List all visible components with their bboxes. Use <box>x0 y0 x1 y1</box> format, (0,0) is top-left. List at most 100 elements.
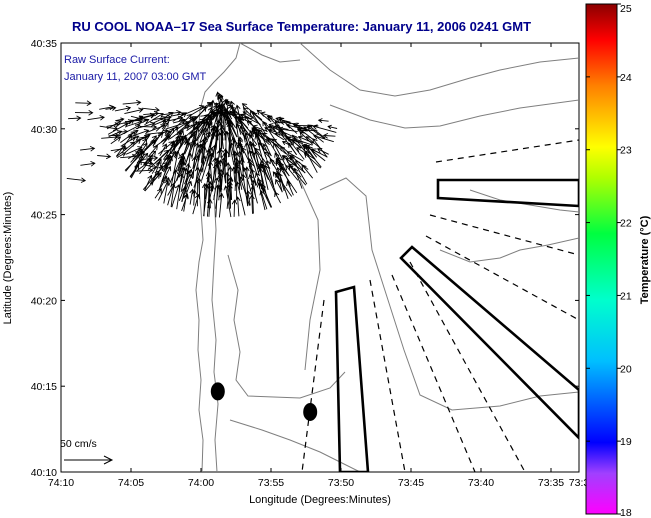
current-vector <box>235 181 246 216</box>
current-vector <box>154 188 162 199</box>
current-vector <box>264 164 278 196</box>
current-vector <box>247 149 258 176</box>
transect-line <box>409 261 526 472</box>
current-vector <box>144 164 158 170</box>
current-vector <box>219 129 226 150</box>
chart-title: RU COOL NOAA–17 Sea Surface Temperature:… <box>72 19 531 34</box>
current-vector <box>135 121 156 130</box>
current-vector <box>191 156 198 179</box>
transect-line <box>391 274 476 472</box>
current-vector <box>124 138 142 154</box>
transect-line <box>301 299 325 472</box>
x-axis-label: Longitude (Degrees:Minutes) <box>249 494 391 506</box>
current-vector <box>222 112 228 141</box>
contour-deep <box>469 189 579 213</box>
transect-lines <box>301 139 579 472</box>
current-vector <box>249 185 256 214</box>
current-vector <box>220 157 227 192</box>
contour-ridge <box>299 179 321 371</box>
current-vector <box>153 114 172 121</box>
current-vector <box>154 119 167 126</box>
current-vector <box>317 118 329 123</box>
current-vector <box>191 189 198 206</box>
current-vector <box>276 166 289 199</box>
colorbar-tick-label: 22 <box>620 218 632 230</box>
current-vector <box>301 164 314 179</box>
current-vector <box>140 160 154 167</box>
glider-boxes <box>334 178 579 472</box>
current-vector <box>192 193 201 215</box>
current-vector <box>297 135 314 144</box>
current-vector <box>162 109 182 116</box>
current-vector <box>125 119 143 128</box>
current-vector <box>268 125 278 134</box>
colorbar-label: Temperature (°C) <box>639 215 651 304</box>
y-tick-label: 40:15 <box>31 381 57 393</box>
current-vector <box>266 136 281 160</box>
current-vector <box>327 124 338 130</box>
annotation-current: Raw Surface Current: <box>64 54 170 66</box>
colorbar-tick-label: 25 <box>620 3 632 15</box>
current-vector <box>143 150 157 165</box>
current-vector <box>170 168 179 207</box>
current-vector <box>141 106 160 113</box>
current-vector <box>313 134 334 143</box>
current-vector <box>304 144 326 162</box>
colorbar-tick-label: 21 <box>620 290 632 302</box>
box-southeast <box>399 245 579 440</box>
current-vector <box>256 182 266 211</box>
current-vector <box>285 157 306 174</box>
current-vector <box>80 160 96 167</box>
current-vector <box>240 113 261 125</box>
current-vector <box>240 173 249 207</box>
current-vector <box>226 176 233 209</box>
current-vector <box>108 130 123 138</box>
current-vector <box>230 136 236 174</box>
current-vector <box>80 145 96 152</box>
current-vector <box>144 171 162 192</box>
current-vector <box>231 199 238 217</box>
colorbar-tick-label: 20 <box>620 363 632 375</box>
x-tick-label: 73:35 <box>538 477 564 489</box>
current-vector <box>124 150 146 171</box>
current-vector <box>144 113 164 126</box>
current-vector <box>248 161 257 186</box>
coastline-contour <box>195 43 241 472</box>
current-vector <box>249 194 255 214</box>
colorbar-tick-label: 23 <box>620 145 632 157</box>
current-vector <box>285 135 305 160</box>
contour-mid <box>227 254 346 399</box>
current-vector <box>286 151 304 162</box>
colorbar-ticks: 18 19 20 21 22 23 24 25 <box>586 3 632 518</box>
current-vector <box>148 144 158 157</box>
current-vector <box>286 180 294 196</box>
current-vector <box>177 140 190 172</box>
x-tick-label: 74:10 <box>48 477 74 489</box>
current-vector <box>221 152 228 184</box>
transect-line <box>425 235 579 321</box>
current-vector <box>162 165 172 183</box>
current-vector <box>212 94 224 131</box>
current-vector <box>158 154 173 191</box>
current-vector <box>135 138 148 154</box>
transect-line <box>429 214 579 256</box>
current-vector <box>306 125 326 140</box>
current-vector <box>118 124 141 137</box>
current-vector <box>197 148 211 181</box>
contour-east <box>439 237 579 263</box>
x-tick-label: 73:40 <box>468 477 494 489</box>
current-vector <box>235 104 246 143</box>
current-vector <box>192 142 200 169</box>
current-vector <box>278 130 297 155</box>
x-tick-label: 74:05 <box>118 477 144 489</box>
current-vector <box>140 155 159 161</box>
current-vector <box>289 154 308 185</box>
transect-line <box>435 139 579 163</box>
x-tick-label: 73:45 <box>398 477 424 489</box>
current-vector <box>136 159 153 172</box>
x-tick-label: 73:55 <box>258 477 284 489</box>
current-vector <box>139 124 158 130</box>
current-vector <box>273 142 287 167</box>
current-vector <box>116 152 127 158</box>
current-vector <box>120 153 138 160</box>
